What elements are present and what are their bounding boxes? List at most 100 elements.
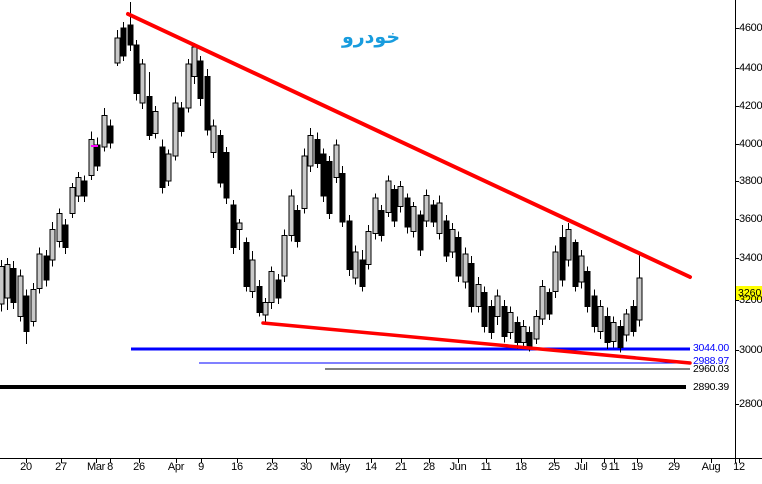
candle-body (352, 251, 359, 279)
x-axis-tick-label: 20 (20, 461, 32, 473)
candle-body (23, 295, 30, 332)
candle-body (481, 292, 488, 327)
x-axis-tick-label: 9 (601, 461, 607, 473)
candle-body (436, 202, 443, 235)
candle-body (591, 295, 598, 327)
y-axis-tick-label: 4600 (739, 22, 762, 34)
x-axis-tick-label: 30 (300, 461, 312, 473)
candle-body (617, 325, 624, 348)
candle-body (62, 224, 69, 248)
candle-body (533, 315, 540, 340)
x-axis-tick-label: 9 (198, 461, 204, 473)
x-axis-tick-label: Mar (86, 461, 106, 473)
trend-line (261, 321, 692, 365)
x-axis-tick-label: 11 (480, 461, 492, 473)
candle-body (159, 146, 166, 189)
candle-body (578, 255, 585, 283)
candle-body (146, 96, 153, 136)
candle-body (423, 194, 430, 222)
y-axis-tick-label: 3400 (739, 252, 762, 264)
candle-body (494, 295, 501, 317)
candle-body (539, 285, 546, 320)
candle-body (172, 102, 179, 157)
candle-body (249, 259, 256, 293)
candle-body (365, 231, 372, 265)
candle-body (223, 151, 230, 199)
candle-body (630, 305, 637, 332)
candle-body (81, 180, 88, 197)
candle-body (17, 275, 24, 317)
candle-body (514, 322, 521, 343)
candle-body (391, 189, 398, 222)
candle-body (417, 214, 424, 251)
candle-body (604, 315, 611, 343)
candle-body (107, 125, 114, 144)
candle-body (36, 253, 43, 289)
candle-body (268, 271, 275, 303)
candle-body (10, 268, 17, 303)
x-axis-tick-label: Jun (449, 461, 467, 473)
candle-body (152, 111, 159, 135)
candle-body (475, 283, 482, 307)
candle-body (404, 197, 411, 228)
candle-body (0, 265, 5, 305)
x-axis-tick-label: Aug (701, 461, 721, 473)
candle-body (623, 313, 630, 336)
current-price-badge: 3260 (736, 286, 762, 300)
candle-body (307, 134, 314, 167)
marker-dash (91, 145, 98, 147)
candle-body (210, 125, 217, 153)
x-axis-tick-label: 14 (365, 461, 377, 473)
candle-body (552, 251, 559, 293)
y-axis-tick-label: 4200 (739, 100, 762, 112)
x-axis-tick-label: 26 (133, 461, 145, 473)
level-line-label: 3044.00 (693, 342, 729, 354)
candle-body (430, 204, 437, 223)
candle-body (520, 325, 527, 343)
candle-body (559, 237, 566, 281)
candle-body (320, 153, 327, 197)
candle-body (288, 195, 295, 237)
candle-body (314, 138, 321, 164)
candle-body (546, 292, 553, 315)
candle-body (346, 220, 353, 271)
x-axis-tick-label: 29 (668, 461, 680, 473)
y-axis-tick-label: 3200 (739, 294, 762, 306)
chart-title: خودرو (341, 26, 401, 48)
y-axis-tick-label: 4000 (739, 138, 762, 150)
x-axis-tick-label: Apr (167, 461, 185, 473)
candle-body (294, 209, 301, 242)
y-axis-tick-label: 3600 (739, 213, 762, 225)
y-axis-tick-label: 2800 (739, 398, 762, 410)
candle-body (262, 302, 269, 316)
level-line-label: 2890.39 (693, 381, 729, 393)
candle-body (333, 144, 340, 178)
candle-body (597, 305, 604, 332)
candle-body (462, 253, 469, 283)
y-axis-tick-label: 3800 (739, 175, 762, 187)
candle-body (204, 76, 211, 131)
candle-body (359, 259, 366, 287)
candle-body (88, 138, 95, 176)
candle-body (378, 209, 385, 237)
level-line-label: 2988.97 (693, 355, 729, 367)
candle-body (197, 60, 204, 99)
candle-body (372, 197, 379, 235)
candle-body (501, 305, 508, 337)
candle-body (75, 176, 82, 197)
candle-body (326, 161, 333, 214)
candle-body (397, 186, 404, 208)
candle-body (385, 180, 392, 213)
candle-body (30, 289, 37, 322)
trend-line (126, 12, 692, 279)
x-axis-tick-label: 27 (55, 461, 67, 473)
candle-body (339, 173, 346, 223)
candle-body (120, 27, 127, 57)
x-axis-tick-label: 12 (733, 461, 745, 473)
x-axis-tick-label: 19 (631, 461, 643, 473)
candle-body (488, 305, 495, 333)
y-axis-tick-label: 3000 (739, 344, 762, 356)
candle-body (584, 271, 591, 307)
